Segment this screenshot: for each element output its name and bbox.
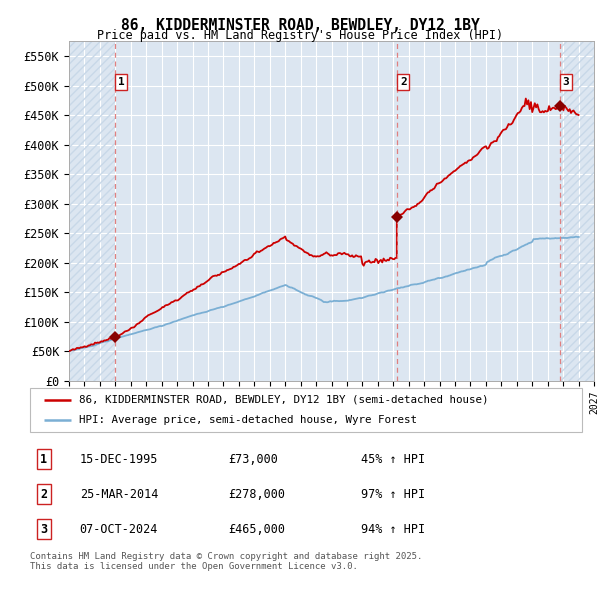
- Text: £465,000: £465,000: [229, 523, 286, 536]
- Text: 2: 2: [40, 487, 47, 501]
- Text: 1: 1: [118, 77, 124, 87]
- Text: Price paid vs. HM Land Registry's House Price Index (HPI): Price paid vs. HM Land Registry's House …: [97, 30, 503, 42]
- Text: HPI: Average price, semi-detached house, Wyre Forest: HPI: Average price, semi-detached house,…: [79, 415, 416, 425]
- Text: 07-OCT-2024: 07-OCT-2024: [80, 523, 158, 536]
- Bar: [560, 41, 594, 381]
- Text: £278,000: £278,000: [229, 487, 286, 501]
- Text: 97% ↑ HPI: 97% ↑ HPI: [361, 487, 425, 501]
- Text: 3: 3: [563, 77, 569, 87]
- Text: £73,000: £73,000: [229, 453, 278, 466]
- Text: 2: 2: [400, 77, 407, 87]
- Text: 1: 1: [40, 453, 47, 466]
- Text: 86, KIDDERMINSTER ROAD, BEWDLEY, DY12 1BY: 86, KIDDERMINSTER ROAD, BEWDLEY, DY12 1B…: [121, 18, 479, 32]
- Bar: [69, 41, 115, 381]
- Text: 94% ↑ HPI: 94% ↑ HPI: [361, 523, 425, 536]
- FancyBboxPatch shape: [30, 388, 582, 432]
- Text: 25-MAR-2014: 25-MAR-2014: [80, 487, 158, 501]
- Text: 3: 3: [40, 523, 47, 536]
- Text: 86, KIDDERMINSTER ROAD, BEWDLEY, DY12 1BY (semi-detached house): 86, KIDDERMINSTER ROAD, BEWDLEY, DY12 1B…: [79, 395, 488, 405]
- Text: 45% ↑ HPI: 45% ↑ HPI: [361, 453, 425, 466]
- Text: Contains HM Land Registry data © Crown copyright and database right 2025.
This d: Contains HM Land Registry data © Crown c…: [30, 552, 422, 571]
- Text: 15-DEC-1995: 15-DEC-1995: [80, 453, 158, 466]
